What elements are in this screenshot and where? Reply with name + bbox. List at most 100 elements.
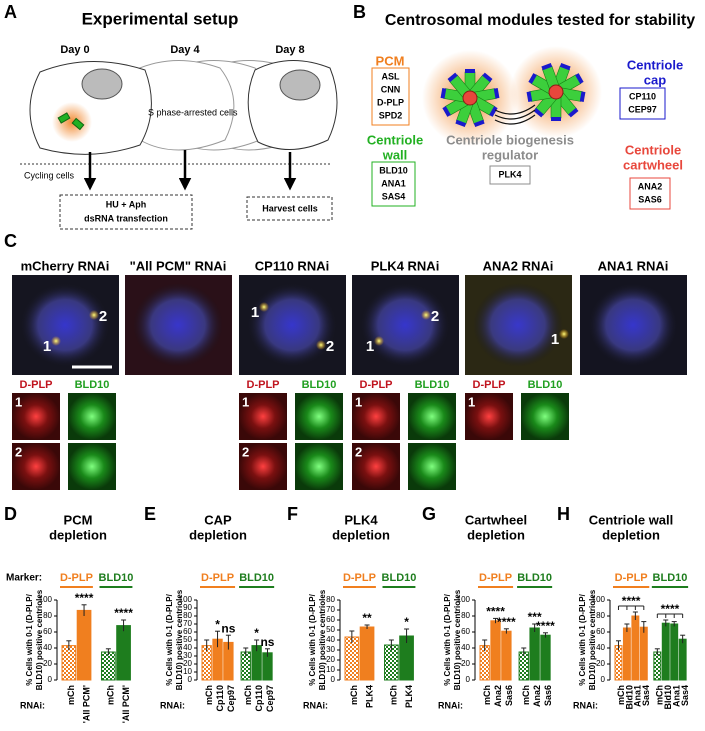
cell-signal [360, 283, 450, 367]
error-bar [542, 632, 548, 638]
bar [76, 609, 92, 681]
error-bar [349, 630, 355, 643]
x-tick-label: PLK4 [364, 685, 374, 708]
y-tick-label: 40 [326, 635, 335, 644]
module-name: PCM [376, 53, 405, 68]
module-member: SAS6 [638, 194, 662, 204]
inset-red [12, 393, 60, 440]
bar [529, 627, 540, 681]
bar [639, 626, 648, 681]
module-name: Centriole [367, 132, 423, 147]
chart-title: PCM [64, 512, 93, 527]
blade-cap [528, 73, 537, 84]
rnai-label: RNAi: [20, 700, 45, 710]
rnai-label: RNAi: [160, 700, 185, 710]
error-bar [624, 623, 630, 632]
error-bar [654, 648, 660, 656]
inset-red [352, 443, 400, 490]
panel-letter: C [4, 231, 17, 251]
module-name: regulator [482, 147, 538, 162]
error-bar [81, 604, 87, 616]
series-name: BLD10 [653, 572, 688, 584]
day-label: Day 4 [170, 44, 200, 56]
y-tick-label: 80 [183, 611, 192, 620]
series-name: D-PLP [615, 572, 648, 584]
centriole-number: 1 [366, 338, 374, 355]
channel-label: BLD10 [528, 379, 563, 391]
y-tick-label: 100 [592, 595, 606, 604]
x-tick-label: 'All PCM' [81, 685, 91, 723]
inset-green [408, 393, 456, 440]
error-bar [243, 647, 249, 656]
error-bar [503, 628, 509, 634]
bar [622, 627, 631, 681]
y-tick-label: 30 [326, 645, 335, 654]
series-name: D-PLP [201, 572, 234, 584]
inset-number: 2 [242, 444, 249, 459]
x-tick-label: Sas6 [543, 685, 553, 706]
x-tick-label: mCh [616, 685, 626, 705]
y-tick-label: 70 [326, 605, 335, 614]
y-tick-label: 10 [326, 665, 335, 674]
y-tick-label: 0 [188, 675, 193, 684]
y-tick-label: 60 [183, 627, 192, 636]
significance: ns [221, 621, 235, 635]
blade-cap [473, 119, 485, 127]
blade-cap [440, 88, 447, 99]
bar [344, 636, 360, 681]
inset-green [408, 443, 456, 490]
chart-title: depletion [189, 527, 247, 542]
y-tick-label: 20 [596, 659, 605, 668]
blade-cap [442, 106, 451, 117]
significance: * [215, 617, 220, 631]
chart-title: depletion [602, 527, 660, 542]
bar [240, 651, 251, 681]
y-tick-label: 50 [326, 625, 335, 634]
chart-title: PLK4 [344, 512, 378, 527]
y-axis-label: BLD10) positive centrioles [318, 589, 327, 690]
series-name: D-PLP [479, 572, 512, 584]
centriole [71, 117, 85, 131]
x-tick-label: Cep97 [265, 685, 275, 712]
bar [384, 644, 399, 681]
chart-title: Cartwheel [465, 512, 527, 527]
y-tick-label: 60 [43, 627, 52, 636]
error-bar [121, 619, 127, 632]
cell-signal [247, 283, 337, 367]
y-axis-label: % Cells with 0-1 (D-PLP/ [443, 593, 452, 685]
condition-title: PLK4 RNAi [371, 258, 440, 273]
x-tick-label: Cep97 [226, 685, 236, 712]
x-tick-label: mCh [66, 685, 76, 705]
inset-number: 1 [355, 394, 362, 409]
panel-letter: G [422, 504, 436, 524]
step-box [59, 194, 193, 230]
centrosome-spot [89, 310, 99, 320]
module-member: PLK4 [498, 169, 521, 179]
blade-cap [489, 106, 498, 117]
module-box [489, 165, 531, 185]
panel-letter: H [557, 504, 570, 524]
error-bar [532, 623, 538, 632]
chart-title: depletion [467, 527, 525, 542]
centrosome-spot [559, 329, 569, 339]
error-bar [641, 621, 647, 633]
centriole [57, 112, 71, 124]
error-bar [225, 634, 231, 650]
error-bar [388, 639, 394, 650]
error-bar [264, 648, 270, 657]
y-tick-label: 80 [326, 595, 335, 604]
centrosome-spot [51, 336, 61, 346]
module-member: CNN [381, 84, 401, 94]
blade-cap [551, 117, 561, 121]
error-bar [632, 611, 638, 620]
day-label: Day 8 [275, 44, 304, 56]
module-member: ANA2 [638, 181, 663, 191]
module-name: cartwheel [623, 157, 683, 172]
panel-letter: D [4, 504, 17, 524]
blade-cap [559, 63, 571, 71]
y-tick-label: 70 [183, 619, 192, 628]
x-tick-label: mCh [655, 685, 665, 705]
inset-green [68, 443, 116, 490]
rnai-label: RNAi: [438, 700, 463, 710]
bar [661, 622, 670, 681]
